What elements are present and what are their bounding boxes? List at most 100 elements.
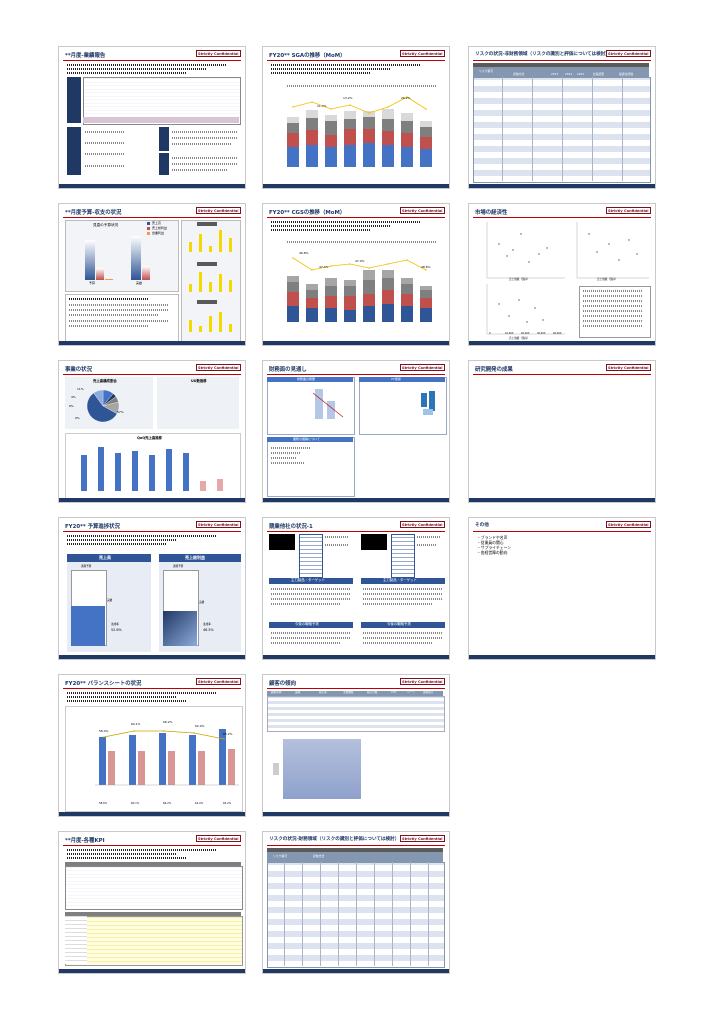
stacked-bar-segment [287, 133, 299, 147]
stacked-bar-segment [420, 121, 432, 127]
stacked-bar-segment [420, 298, 432, 308]
liability-bar [108, 751, 115, 785]
text-line [271, 642, 341, 644]
confidential-badge: Strictly Confidential [195, 207, 241, 214]
scatter-point [526, 321, 528, 323]
bullet-item: ・各経営陣の動向 [477, 550, 508, 555]
slide-financial-outlook[interactable]: 財務面の見通し Strictly Confidential 財務面の概要 CF関… [262, 360, 450, 503]
stacked-bar-segment [382, 119, 394, 131]
slide-sga-trend[interactable]: FY20** SGAの推移（MoM） Strictly Confidential… [262, 46, 450, 189]
slide-market-economics[interactable]: 市場の経済性 Strictly Confidential 売上規模（億円） 売上… [468, 203, 656, 346]
scatter-point [534, 307, 536, 309]
slide-title: 事業の状況 [65, 367, 92, 373]
confidential-badge: Strictly Confidential [399, 521, 445, 528]
slide-budget-income[interactable]: **月度予算-収支の状況 Strictly Confidential 見直の予算… [58, 203, 246, 346]
qoq-bar [183, 453, 189, 491]
slide-kpi[interactable]: **月度-各種KPI Strictly Confidential [58, 831, 246, 974]
confidential-badge: Strictly Confidential [605, 364, 651, 371]
text-line [85, 153, 125, 155]
text-line [271, 462, 305, 464]
stacked-bar-segment [287, 117, 299, 123]
slide-footer [59, 498, 245, 502]
column-header: 2014 [565, 72, 573, 76]
bullet-text: ブランドや名声 [480, 535, 508, 540]
bar-actual-profit [142, 266, 150, 280]
slide-other[interactable]: その他 Strictly Confidential ・ブランドや名声 ・従業員の… [468, 517, 656, 660]
mini-bar [209, 316, 212, 332]
section-label [159, 153, 169, 175]
stacked-bar-segment [325, 121, 337, 135]
slide-title: **月度-各種KPI [65, 838, 105, 844]
stacked-bar-segment [401, 121, 413, 133]
data-label: 65.2% [223, 732, 233, 736]
stacked-bar-segment [306, 290, 318, 298]
scatter-plots [486, 222, 649, 335]
profile-table [299, 534, 323, 578]
rate-value: 46.5% [203, 628, 214, 632]
title-rule [473, 60, 651, 61]
axis-label [273, 763, 279, 775]
data-label: 26.2% [401, 96, 411, 100]
text-line [363, 598, 443, 600]
text-line [583, 305, 643, 307]
stacked-bar-segment [363, 129, 375, 143]
mini-bar [219, 312, 222, 332]
slide-monthly-report[interactable]: **月度-業績報告 Strictly Confidential [58, 46, 246, 189]
chart-panel [65, 706, 243, 812]
ratio-point [223, 738, 225, 740]
title-rule [63, 217, 241, 218]
mini-bar [199, 326, 202, 332]
table-value: 58.6% [99, 802, 108, 805]
tick-label: 0 [489, 332, 491, 335]
qoq-bar [149, 455, 155, 491]
text-line [85, 131, 125, 133]
panel-title: 売上高 [99, 555, 111, 560]
mini-bar-charts [189, 230, 232, 332]
qoq-bar [132, 451, 138, 491]
slide-customer-trends[interactable]: 顧客の傾向 Strictly Confidential 顧客名称 業種 取引先 … [262, 674, 450, 817]
slide-business-status[interactable]: 事業の状況 Strictly Confidential 売上高構成割合 11% … [58, 360, 246, 503]
scatter-point [498, 243, 500, 245]
table-header [65, 862, 241, 866]
text-line [583, 290, 643, 292]
text-line [583, 300, 643, 302]
slide-footer [469, 184, 655, 188]
title-rule [63, 60, 241, 61]
slide-cgs-trend[interactable]: FY20** CGSの推移（MoM） Strictly Confidential… [262, 203, 450, 346]
panel-header [67, 554, 151, 562]
pie-slice [93, 389, 104, 407]
text-line [172, 137, 238, 139]
slide-risk-nonfinancial[interactable]: リスクの状況-非財務領域（リスクの識別と評価については検討） Strictly … [468, 46, 656, 189]
slide-rnd-results[interactable]: 研究開発の成果 Strictly Confidential [468, 360, 656, 503]
text-line [363, 632, 443, 634]
stacked-bar-segment [325, 135, 337, 147]
column-header: 2015 [577, 72, 585, 76]
confidential-badge: Strictly Confidential [605, 207, 651, 214]
actual-label: 実績 [199, 601, 205, 604]
title-rule [63, 688, 241, 689]
data-label: 60.1% [131, 722, 141, 726]
confidential-badge: Strictly Confidential [399, 207, 445, 214]
data-label: 46.8% [299, 251, 309, 255]
slide-competitors[interactable]: 競業他社の状況-1 Strictly Confidential 主力製品・ターゲ… [262, 517, 450, 660]
table-value: 65.2% [223, 802, 232, 805]
legend-swatch [147, 232, 150, 235]
slide-budget-progress[interactable]: FY20** 予算進捗状況 Strictly Confidential 売上高 … [58, 517, 246, 660]
mini-bar [199, 234, 202, 252]
stacked-bar-segment [306, 130, 318, 145]
budget-label: 通期予算 [81, 565, 92, 568]
section-band-label: 今後の戦略予測 [295, 622, 319, 626]
stacked-bar-segment [401, 113, 413, 121]
stacked-bar-segment [401, 306, 413, 322]
slide-footer [59, 969, 245, 973]
slide-footer [469, 341, 655, 345]
axis-label: 売上規模（億円） [509, 337, 530, 340]
text-line [325, 536, 349, 538]
kpi-table [65, 866, 243, 910]
slide-balance-sheet[interactable]: FY20** バランスシートの状況 Strictly Confidential … [58, 674, 246, 817]
section-band [269, 622, 353, 628]
text-line [271, 603, 341, 605]
slide-risk-financial[interactable]: リスクの状況-財務領域（リスクの識別と評価については検討） Strictly C… [262, 831, 450, 974]
stacked-bar-segment [363, 143, 375, 167]
category-label: 予算 [89, 281, 96, 285]
